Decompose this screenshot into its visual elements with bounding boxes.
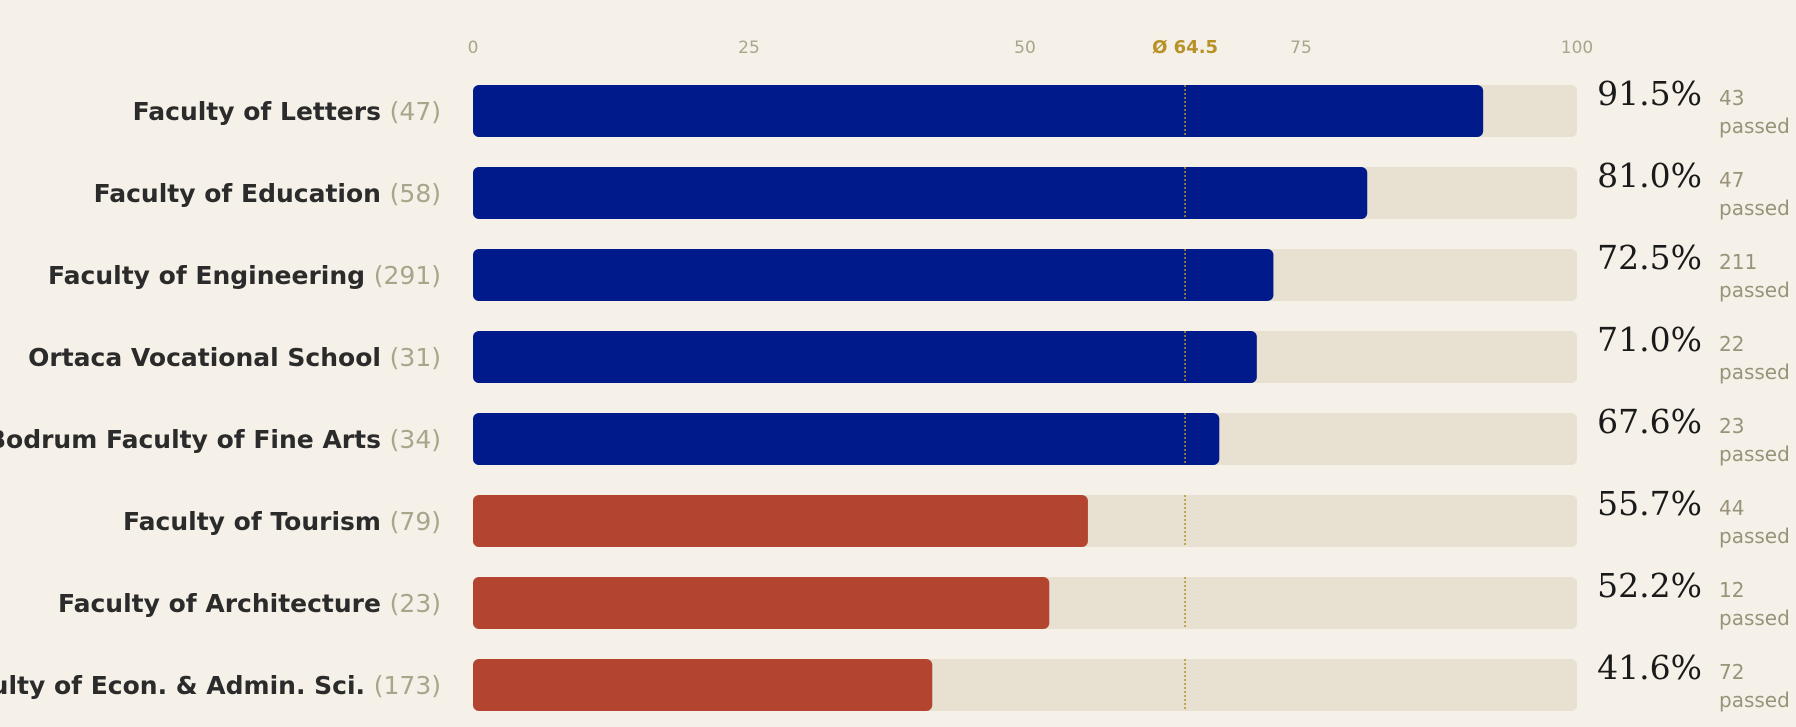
passed-count: 47 xyxy=(1719,168,1744,192)
passed-label: passed xyxy=(1719,278,1790,302)
category-name: Faculty of Tourism xyxy=(123,507,390,536)
value-label: 71.0% xyxy=(1597,320,1702,359)
bar xyxy=(473,249,1274,301)
category-name: Faculty of Education xyxy=(94,179,390,208)
bar-row: Faculty of Architecture (23) 52.2% 12 passe… xyxy=(58,566,1790,630)
bar-row: Faculty of Econ. & Admin. Sci. (173) 41.6… xyxy=(0,648,1790,712)
bar xyxy=(473,413,1220,465)
bar-rows: Faculty of Letters (47) 91.5% 43passedFacu… xyxy=(0,74,1790,712)
x-tick-label: 25 xyxy=(738,38,760,58)
passed-label: passed xyxy=(1719,442,1790,466)
category-label: Faculty of Tourism (79) xyxy=(123,507,441,536)
passed-label: passed xyxy=(1719,524,1790,548)
x-tick-label: 0 xyxy=(468,38,479,58)
value-label: 67.6% xyxy=(1597,402,1702,441)
bar-row: Bodrum Faculty of Fine Arts (34) 67.6% 23 p… xyxy=(0,402,1790,466)
bar-row: Faculty of Tourism (79) 55.7% 44 passed xyxy=(123,484,1790,548)
value-label: 41.6% xyxy=(1597,648,1702,687)
average-marker: Ø 64.5 xyxy=(1152,37,1218,711)
category-count: (47) xyxy=(390,97,441,126)
bar-row: Ortaca Vocational School (31) 71.0% 22 pass… xyxy=(28,320,1790,384)
category-count: (34) xyxy=(390,425,441,454)
bar xyxy=(473,495,1088,547)
passed-count: 12 xyxy=(1719,578,1744,602)
bar xyxy=(473,167,1368,219)
category-label: Faculty of Architecture (23) xyxy=(58,589,441,618)
passed-label: passed xyxy=(1719,360,1790,384)
x-tick-label: 75 xyxy=(1290,38,1312,58)
passed-count: 211 xyxy=(1719,250,1757,274)
category-name: Faculty of Econ. & Admin. Sci. xyxy=(0,671,374,700)
category-name: Ortaca Vocational School xyxy=(28,343,390,372)
category-label: Faculty of Engineering (291) xyxy=(48,261,441,290)
passed-label: passed xyxy=(1719,606,1790,630)
bar xyxy=(473,85,1484,137)
bar xyxy=(473,331,1257,383)
category-label: Faculty of Letters (47) xyxy=(133,97,441,126)
passed-count: 23 xyxy=(1719,414,1744,438)
value-label: 72.5% xyxy=(1597,238,1702,277)
bar-row: Faculty of Engineering (291) 72.5% 211 pass… xyxy=(48,238,1790,302)
value-label: 55.7% xyxy=(1597,484,1702,523)
category-name: Faculty of Engineering xyxy=(48,261,374,290)
bar-row: Faculty of Letters (47) 91.5% 43 passed xyxy=(133,74,1790,138)
category-label: Ortaca Vocational School (31) xyxy=(28,343,441,372)
category-count: (23) xyxy=(390,589,441,618)
category-count: (58) xyxy=(390,179,441,208)
passed-count: 43 xyxy=(1719,86,1744,110)
average-label: Ø 64.5 xyxy=(1152,37,1218,58)
x-axis-ticks: 0 25 50 75 100 xyxy=(468,38,1594,58)
passed-label: passed xyxy=(1719,688,1790,712)
bar-row: Faculty of Education (58) 81.0% 47 passed xyxy=(94,156,1790,220)
passed-count: 22 xyxy=(1719,332,1744,356)
bar xyxy=(473,577,1050,629)
category-label: Faculty of Econ. & Admin. Sci. (173) xyxy=(0,671,441,700)
category-name: Faculty of Architecture xyxy=(58,589,390,618)
category-label: Bodrum Faculty of Fine Arts (34) xyxy=(0,425,441,454)
category-label: Faculty of Education (58) xyxy=(94,179,441,208)
category-count: (291) xyxy=(374,261,441,290)
passed-count: 72 xyxy=(1719,660,1744,684)
bar xyxy=(473,659,933,711)
value-label: 81.0% xyxy=(1597,156,1702,195)
category-name: Bodrum Faculty of Fine Arts xyxy=(0,425,390,454)
passed-label: passed xyxy=(1719,196,1790,220)
value-label: 52.2% xyxy=(1597,566,1702,605)
x-tick-label: 100 xyxy=(1561,38,1593,58)
x-tick-label: 50 xyxy=(1014,38,1036,58)
category-name: Faculty of Letters xyxy=(133,97,390,126)
category-count: (79) xyxy=(390,507,441,536)
passed-label: passed xyxy=(1719,114,1790,138)
value-label: 91.5% xyxy=(1597,74,1702,113)
passed-count: 44 xyxy=(1719,496,1744,520)
category-count: (31) xyxy=(390,343,441,372)
category-count: (173) xyxy=(374,671,441,700)
